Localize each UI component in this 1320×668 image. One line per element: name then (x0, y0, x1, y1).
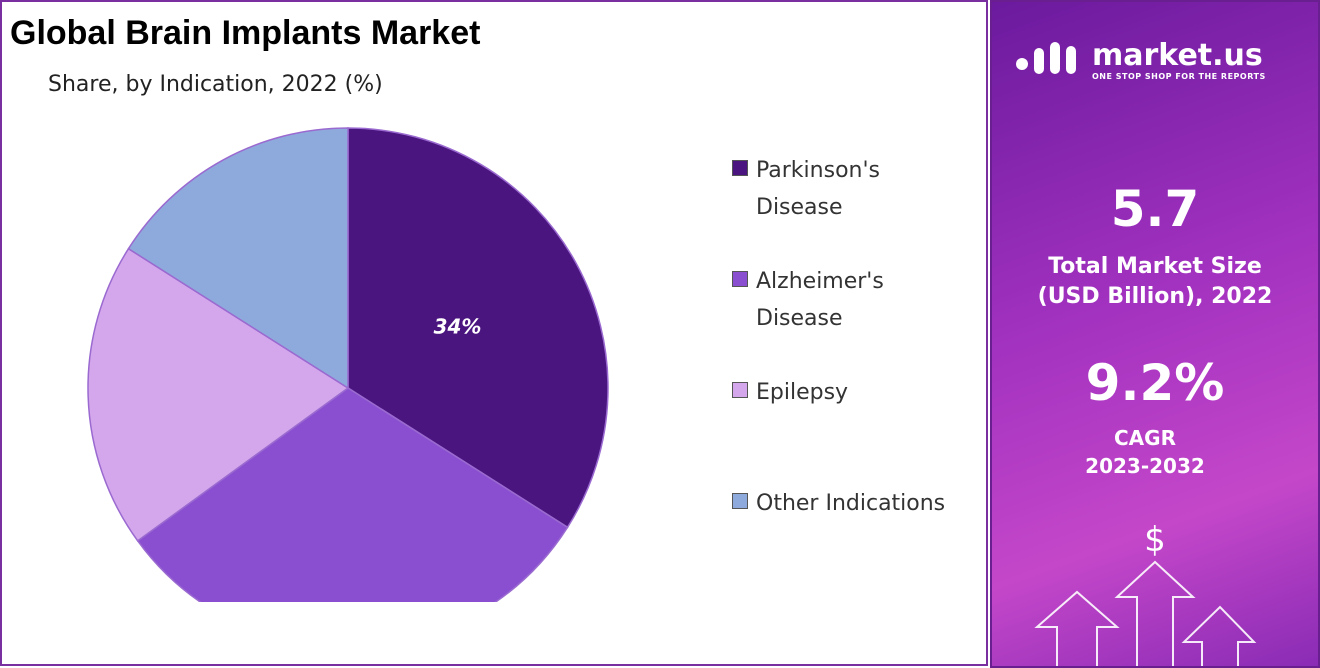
market-size: 5.7 (1110, 180, 1200, 238)
legend-label: Alzheimer's Disease (756, 269, 884, 331)
tagline: ONE STOP SHOP FOR THE REPORTS (1092, 72, 1266, 81)
pie-slice (347, 127, 609, 529)
chart-subtitle: Share, by Indication, 2022 (%) (48, 72, 383, 97)
legend: Parkinson's Disease Alzheimer's Disease Ep… (732, 152, 982, 596)
pie-slice (87, 247, 350, 542)
legend-item: Alzheimer's Disease (732, 263, 982, 374)
legend-item: Epilepsy (732, 374, 982, 485)
cagr-period: 2023-2032 (1085, 454, 1205, 478)
legend-swatch (732, 271, 748, 287)
data-label: 34% (434, 314, 482, 338)
legend-label: Parkinson's Disease (756, 158, 880, 220)
chart-area: Global Brain Implants Market Share, by I… (0, 0, 988, 666)
legend-swatch (732, 382, 748, 398)
cagr-label: CAGR (1114, 426, 1176, 450)
legend-swatch (732, 160, 748, 176)
market-size-unit: (USD Billion), 2022 (1037, 284, 1273, 309)
pie-slice (136, 387, 569, 602)
decoration (1016, 42, 1257, 666)
pie-slice (127, 127, 349, 390)
chart-title: Global Brain Implants Market (10, 14, 481, 52)
market-size-label: Total Market Size (1048, 254, 1262, 279)
summary-panel: market.us ONE STOP SHOP FOR THE REPORTS … (990, 0, 1320, 668)
pie: 34% (87, 127, 609, 602)
legend-label: Epilepsy (756, 380, 849, 405)
legend-swatch (732, 493, 748, 509)
currency-symbol: $ (1144, 520, 1166, 560)
brand: market.us (1092, 38, 1263, 73)
legend-label: Other Indications (756, 491, 946, 516)
legend-item: Other Indications (732, 485, 982, 596)
legend-item: Parkinson's Disease (732, 152, 982, 263)
cagr: 9.2% (1085, 354, 1225, 412)
